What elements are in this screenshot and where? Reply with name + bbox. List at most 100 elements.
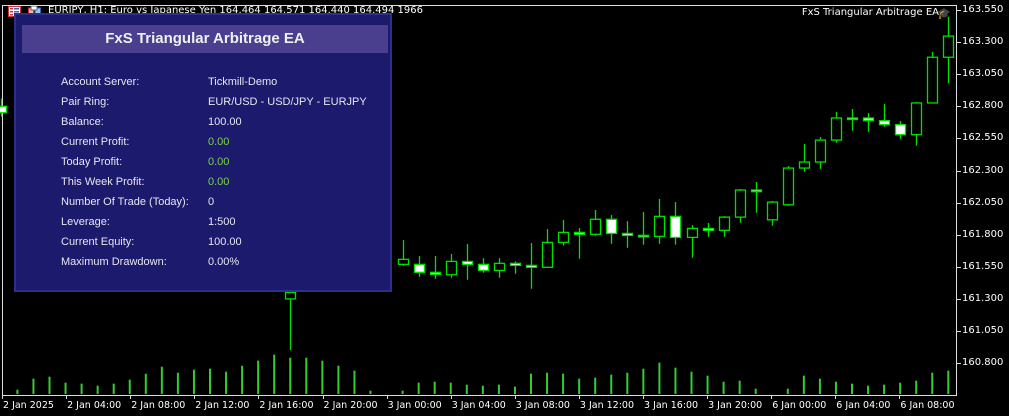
time-tick [258, 396, 260, 399]
price-tick [957, 74, 961, 76]
bearish-candle [0, 105, 8, 114]
time-label: 3 Jan 12:00 [579, 400, 634, 411]
time-tick [2, 396, 3, 399]
bullish-candle [493, 262, 506, 272]
bearish-candle [846, 117, 859, 121]
info-label: Current Profit: [61, 136, 130, 148]
bullish-candle [910, 102, 923, 136]
ea-info-panel: FxS Triangular Arbitrage EA Account Serv… [14, 13, 392, 292]
price-tick [957, 363, 961, 365]
time-label: 6 Jan 08:00 [900, 400, 955, 411]
time-label: 6 Jan 00:00 [772, 400, 827, 411]
price-label: 162.800 [962, 100, 1004, 112]
bullish-candle [284, 291, 297, 300]
price-label: 163.050 [962, 68, 1004, 80]
bearish-candle [413, 263, 426, 273]
time-label: 3 Jan 00:00 [387, 400, 442, 411]
price-tick [957, 202, 961, 204]
bearish-candle [605, 218, 618, 235]
bearish-candle [750, 189, 763, 193]
info-value: EUR/USD - USD/JPY - EURJPY [208, 96, 367, 108]
info-label: Balance: [61, 116, 104, 128]
bullish-candle [718, 216, 731, 231]
price-tick [957, 170, 961, 172]
info-label: Leverage: [61, 216, 110, 228]
time-tick [514, 396, 516, 399]
info-value: Tickmill-Demo [208, 76, 278, 88]
bullish-candle [686, 227, 699, 239]
time-tick [130, 396, 132, 399]
bullish-candle [798, 161, 811, 169]
time-label: 2 Jan 04:00 [67, 400, 122, 411]
bearish-candle [637, 234, 650, 238]
info-value: 0 [208, 196, 215, 208]
price-label: 162.300 [962, 164, 1004, 176]
price-label: 160.800 [962, 357, 1004, 369]
bullish-candle [814, 139, 827, 163]
time-label: 2 Jan 12:00 [195, 400, 250, 411]
bearish-candle [573, 231, 586, 235]
time-label: 3 Jan 08:00 [515, 400, 570, 411]
bullish-candle [589, 218, 602, 235]
price-label: 161.550 [962, 260, 1004, 272]
bearish-candle [509, 262, 522, 267]
bearish-candle [429, 271, 442, 276]
bearish-candle [461, 260, 474, 266]
bullish-candle [541, 241, 554, 268]
bullish-candle [734, 189, 747, 218]
bullish-candle [766, 201, 779, 221]
time-tick [450, 396, 452, 399]
bearish-candle [477, 263, 490, 272]
bullish-candle [445, 260, 458, 276]
time-tick [643, 396, 644, 399]
bullish-candle [926, 56, 939, 104]
price-tick [957, 42, 961, 44]
info-value: 0.00 [208, 156, 230, 168]
price-label: 161.050 [962, 325, 1004, 336]
info-label: Maximum Drawdown: [61, 256, 167, 268]
chart-frame [2, 5, 957, 396]
info-value: 100.00 [208, 236, 242, 248]
time-tick [386, 396, 388, 399]
time-label: 3 Jan 20:00 [708, 400, 763, 411]
time-tick [578, 396, 580, 399]
bullish-candle [557, 231, 570, 244]
price-label: 163.550 [962, 4, 1004, 15]
price-label: 162.050 [962, 196, 1004, 208]
info-label: Pair Ring: [61, 96, 110, 108]
panel-title: FxS Triangular Arbitrage EA [22, 25, 388, 53]
bullish-candle [653, 215, 666, 238]
time-tick [707, 396, 709, 399]
price-tick [957, 331, 961, 332]
graduation-cap-icon[interactable]: 🎓 [937, 7, 951, 20]
bullish-candle [782, 167, 795, 206]
info-label: Account Server: [61, 76, 140, 88]
price-tick [957, 138, 961, 140]
bullish-candle [397, 258, 410, 266]
info-value: 0.00 [208, 176, 230, 188]
price-label: 162.550 [962, 132, 1004, 144]
bearish-candle [894, 124, 907, 136]
info-label: Number Of Trade (Today): [61, 196, 189, 208]
bearish-candle [862, 117, 875, 122]
time-label: 3 Jan 16:00 [644, 400, 699, 411]
price-tick [957, 298, 961, 300]
bearish-candle [669, 215, 682, 239]
info-value: 1:500 [208, 216, 236, 228]
time-label: 2 Jan 16:00 [259, 400, 314, 411]
bullish-candle [942, 35, 955, 58]
time-label: 3 Jan 04:00 [451, 400, 506, 411]
info-label: This Week Profit: [61, 176, 145, 188]
time-label: 2 Jan 20:00 [323, 400, 378, 411]
price-tick [957, 10, 961, 11]
info-value: 100.00 [208, 116, 242, 128]
price-label: 161.800 [962, 228, 1004, 240]
time-tick [66, 396, 68, 399]
expert-advisor-label[interactable]: FxS Triangular Arbitrage EA [801, 7, 939, 18]
time-tick [771, 396, 773, 399]
price-tick [957, 266, 961, 268]
bullish-candle [830, 117, 843, 141]
time-label: 6 Jan 04:00 [836, 400, 891, 411]
info-value: 0.00% [208, 256, 240, 268]
